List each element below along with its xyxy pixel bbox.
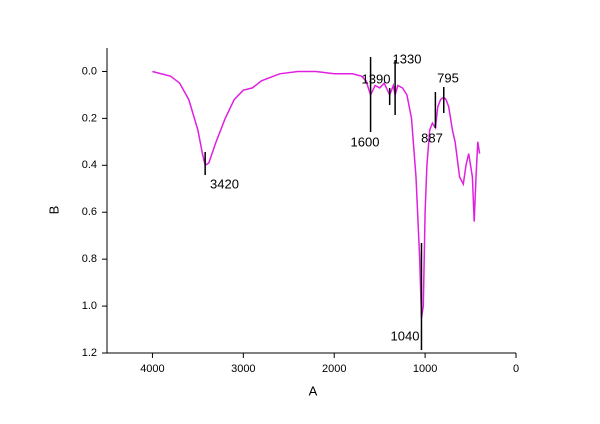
y-tick-label: 0.4 — [82, 159, 97, 171]
y-axis-title: B — [46, 206, 61, 215]
spectrum-line — [152, 70, 481, 318]
peak-label: 887 — [421, 130, 443, 145]
peak-label: 1330 — [393, 51, 422, 66]
y-tick-label: 1.0 — [82, 300, 97, 312]
x-tick-label: 3000 — [231, 363, 255, 375]
x-tick-label: 1000 — [413, 363, 437, 375]
peak-label: 1040 — [391, 328, 420, 343]
x-tick-label: 2000 — [322, 363, 346, 375]
x-tick-label: 4000 — [140, 363, 164, 375]
peak-label: 1600 — [351, 134, 380, 149]
peak-label: 3420 — [210, 176, 239, 191]
peak-label: 1390 — [362, 71, 391, 86]
x-tick-label: 0 — [513, 363, 519, 375]
y-tick-label: 1.2 — [82, 347, 97, 359]
y-tick-label: 0.2 — [82, 112, 97, 124]
peak-label: 795 — [437, 70, 459, 85]
y-tick-label: 0.6 — [82, 206, 97, 218]
x-axis-title: A — [309, 383, 318, 398]
y-tick-label: 0.8 — [82, 253, 97, 265]
y-tick-label: 0.0 — [82, 65, 97, 77]
